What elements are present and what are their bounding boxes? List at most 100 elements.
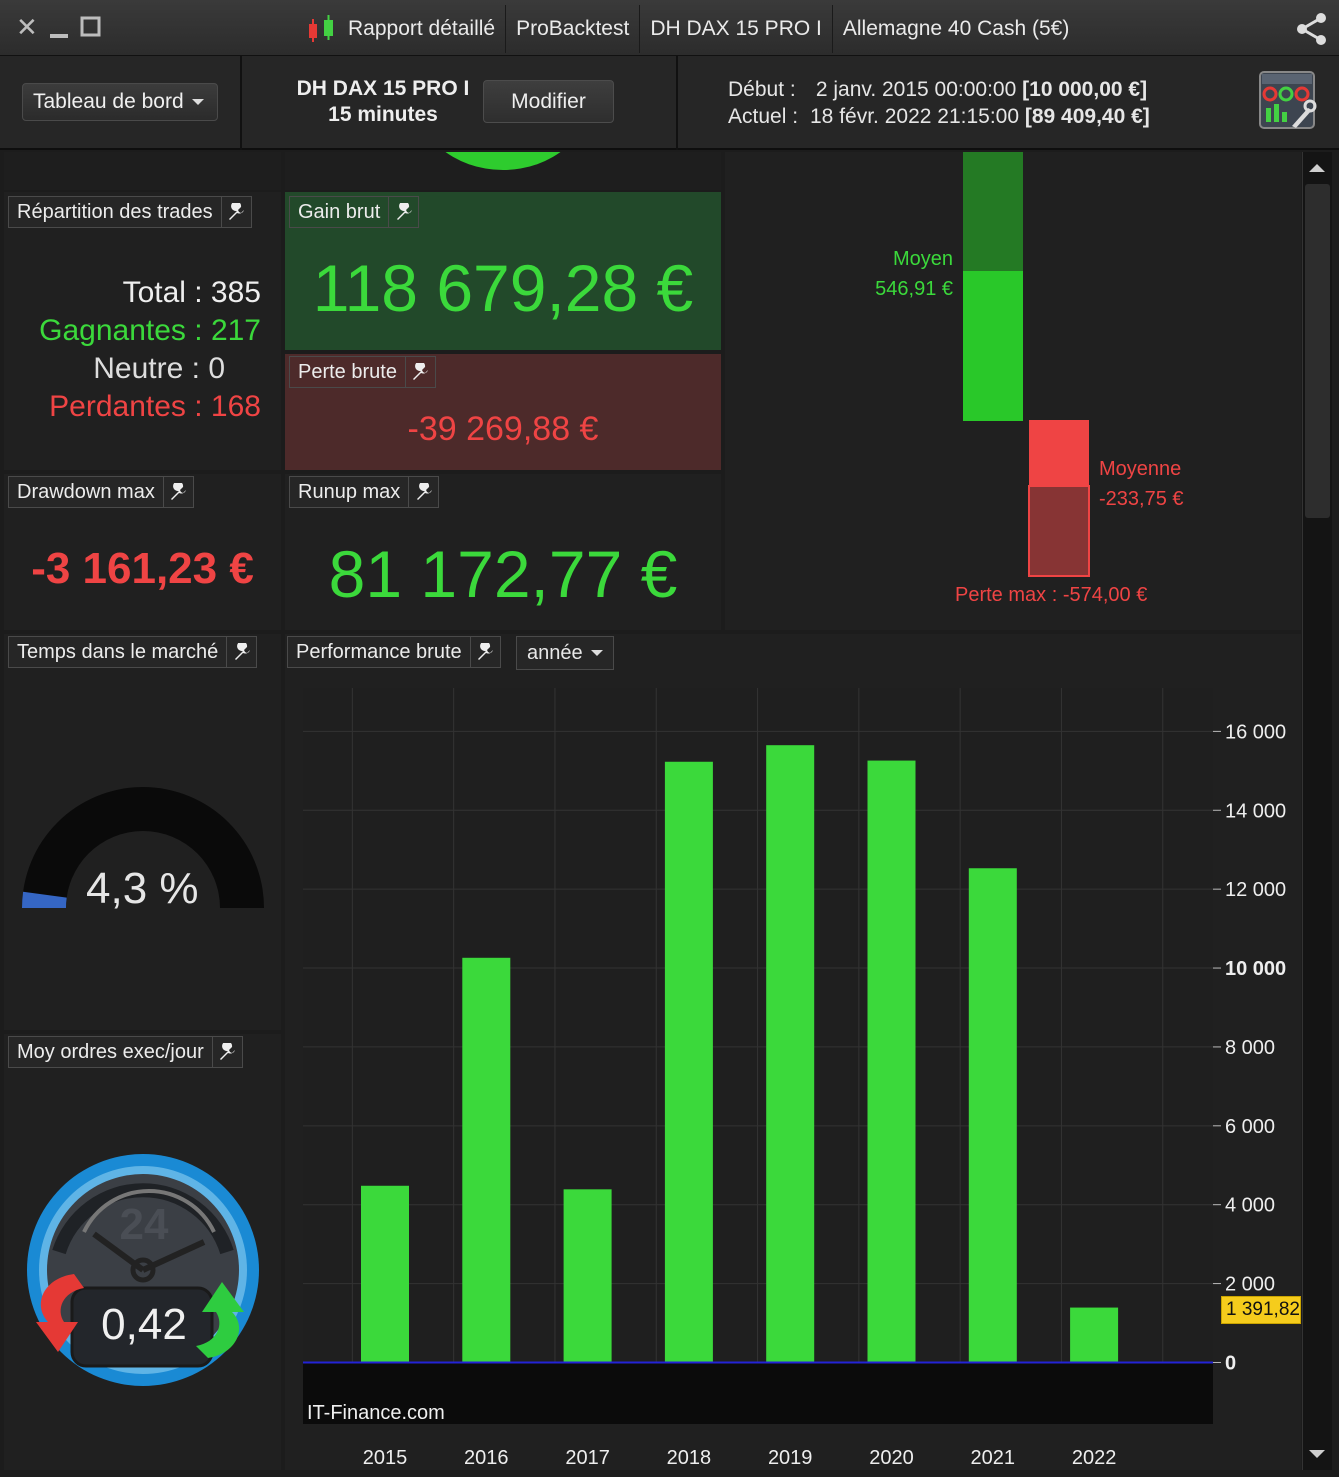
average-trade-chart	[963, 152, 1090, 577]
bar-2015	[361, 1185, 409, 1363]
divider	[240, 56, 242, 150]
tab-bar: Rapport détaillé ProBacktest DH DAX 15 P…	[296, 4, 1079, 54]
wrench-icon[interactable]	[226, 637, 256, 667]
modify-button[interactable]: Modifier	[483, 80, 614, 123]
chevron-down-icon	[191, 99, 204, 105]
watermark: IT-Finance.com	[307, 1402, 445, 1424]
current-date: 18 févr. 2022 21:15:00	[810, 105, 1020, 128]
panel-title: Répartition des trades	[17, 200, 213, 223]
tab-label: ProBacktest	[516, 17, 630, 40]
win-avg-bar	[963, 271, 1023, 421]
y-tick-label: 8 000	[1225, 1037, 1275, 1059]
panel-title: Perte brute	[298, 360, 397, 383]
panel-title: Temps dans le marché	[17, 640, 219, 663]
dashboard-label: Tableau de bord	[33, 90, 184, 113]
avg-win-labels: Moyen 546,91 €	[875, 244, 953, 304]
x-tick-label: 2018	[667, 1447, 712, 1469]
orders-panel: Moy ordres exec/jour 24 0,42	[4, 1034, 281, 1470]
gross-loss-panel: Perte brute -39 269,88 €	[285, 354, 721, 470]
y-tick-label: 12 000	[1225, 879, 1286, 901]
start-date: 2 janv. 2015 00:00:00	[815, 78, 1017, 101]
share-icon[interactable]	[1295, 12, 1329, 46]
trades-neutral: Neutre : 0	[93, 352, 225, 385]
gross-loss-title: Perte brute	[289, 356, 436, 388]
report-header: Tableau de bord DH DAX 15 PRO I 15 minut…	[0, 56, 1339, 150]
period-dropdown[interactable]: année	[516, 636, 614, 670]
y-tick-label: 4 000	[1225, 1195, 1275, 1217]
scroll-thumb[interactable]	[1305, 184, 1330, 518]
clock-icon	[27, 1154, 259, 1386]
start-label: Début :	[728, 78, 796, 101]
bar-2022	[1070, 1307, 1119, 1363]
avg-loss-label: Moyenne	[1099, 458, 1182, 480]
y-tick-label: 14 000	[1225, 800, 1286, 822]
bar-2019	[766, 745, 815, 1363]
x-tick-label: 2016	[464, 1447, 509, 1469]
performance-panel: Performance brute année 0 2 000 4 000 6 000…	[285, 634, 1301, 1470]
trades-stats: Total : 385 Gagnantes : 217 Neutre : 0 P…	[39, 274, 261, 426]
tab-label: DH DAX 15 PRO I	[650, 17, 822, 40]
runup-panel: Runup max 81 172,77 €	[285, 474, 721, 630]
x-tick-label: 2019	[768, 1447, 813, 1469]
x-tick-label: 2021	[971, 1447, 1016, 1469]
wrench-icon[interactable]	[162, 477, 193, 507]
minimize-icon[interactable]	[48, 10, 70, 47]
runup-value: 81 172,77 €	[328, 537, 678, 611]
market-time-title: Temps dans le marché	[8, 636, 258, 668]
tab-label: Rapport détaillé	[348, 17, 496, 40]
avg-loss-labels: Moyenne -233,75 €	[1099, 454, 1184, 514]
avg-win-label: Moyen	[892, 248, 953, 270]
tab-label: Allemagne 40 Cash (5€)	[842, 17, 1070, 40]
x-tick-label: 2022	[1072, 1447, 1117, 1469]
tab-probacktest[interactable]: ProBacktest	[506, 5, 641, 53]
wrench-icon[interactable]	[404, 357, 435, 387]
title-bar: ✕ Rapport détaillé ProBacktest DH DAX 15…	[0, 0, 1339, 56]
panel-title: Drawdown max	[17, 480, 155, 503]
x-tick-label: 2015	[363, 1447, 408, 1469]
y-tick-label: 2 000	[1225, 1274, 1275, 1296]
x-tick-label: 2020	[869, 1447, 914, 1469]
bar-2020	[867, 760, 916, 1363]
max-loss-label: Perte max : -574,00 €	[955, 584, 1148, 606]
date-range: Début : 2 janv. 2015 00:00:00 [10 000,00…	[728, 76, 1150, 130]
wrench-icon[interactable]	[211, 1037, 242, 1067]
bar-2017	[563, 1189, 612, 1363]
close-icon[interactable]: ✕	[16, 12, 38, 42]
y-tick-label: 16 000	[1225, 721, 1286, 743]
x-tick-label: 2017	[565, 1447, 610, 1469]
negative-region	[303, 1362, 1213, 1424]
market-time-gauge	[22, 787, 264, 908]
drawdown-title: Drawdown max	[8, 476, 194, 508]
trades-winners: Gagnantes : 217	[39, 314, 261, 347]
strategy-timeframe: 15 minutes	[328, 103, 438, 126]
bar-2018	[664, 761, 713, 1363]
tab-strategy[interactable]: DH DAX 15 PRO I	[640, 5, 833, 53]
vertical-scrollbar[interactable]	[1302, 152, 1332, 1470]
bar-2016	[462, 957, 511, 1363]
performance-chart: 0 2 000 4 000 6 000 8 000 10 000 12 000 14 000 1…	[303, 688, 1286, 1469]
divider	[676, 56, 678, 150]
tab-rapport-detaille[interactable]: Rapport détaillé	[296, 5, 507, 53]
current-value: [89 409,40 €]	[1024, 105, 1150, 128]
scroll-up-icon[interactable]	[1309, 164, 1325, 172]
orders-value: 0,42	[101, 1300, 187, 1349]
wrench-icon[interactable]	[220, 197, 251, 227]
wrench-icon[interactable]	[408, 477, 438, 507]
loss-max-bar	[1028, 485, 1090, 577]
maximize-icon[interactable]	[80, 12, 102, 45]
chevron-down-icon	[590, 650, 603, 656]
clock-number: 24	[119, 1200, 169, 1249]
average-trade-panel: Moyen 546,91 € Moyenne -233,75 € Perte m…	[725, 152, 1301, 630]
scroll-down-icon[interactable]	[1309, 1450, 1325, 1458]
report-settings-icon[interactable]	[1258, 70, 1318, 132]
wrench-icon[interactable]	[388, 197, 418, 227]
panel-title: Performance brute	[296, 640, 462, 663]
tab-instrument[interactable]: Allemagne 40 Cash (5€)	[833, 5, 1079, 53]
dashboard-dropdown[interactable]: Tableau de bord	[22, 83, 218, 121]
panel-top-middle	[285, 152, 721, 190]
wrench-icon[interactable]	[469, 637, 500, 667]
gross-gain-title: Gain brut	[289, 196, 420, 228]
drawdown-value: -3 161,23 €	[31, 544, 254, 593]
market-time-panel: Temps dans le marché 4,3 %	[4, 634, 281, 1030]
trades-title: Répartition des trades	[8, 196, 252, 228]
